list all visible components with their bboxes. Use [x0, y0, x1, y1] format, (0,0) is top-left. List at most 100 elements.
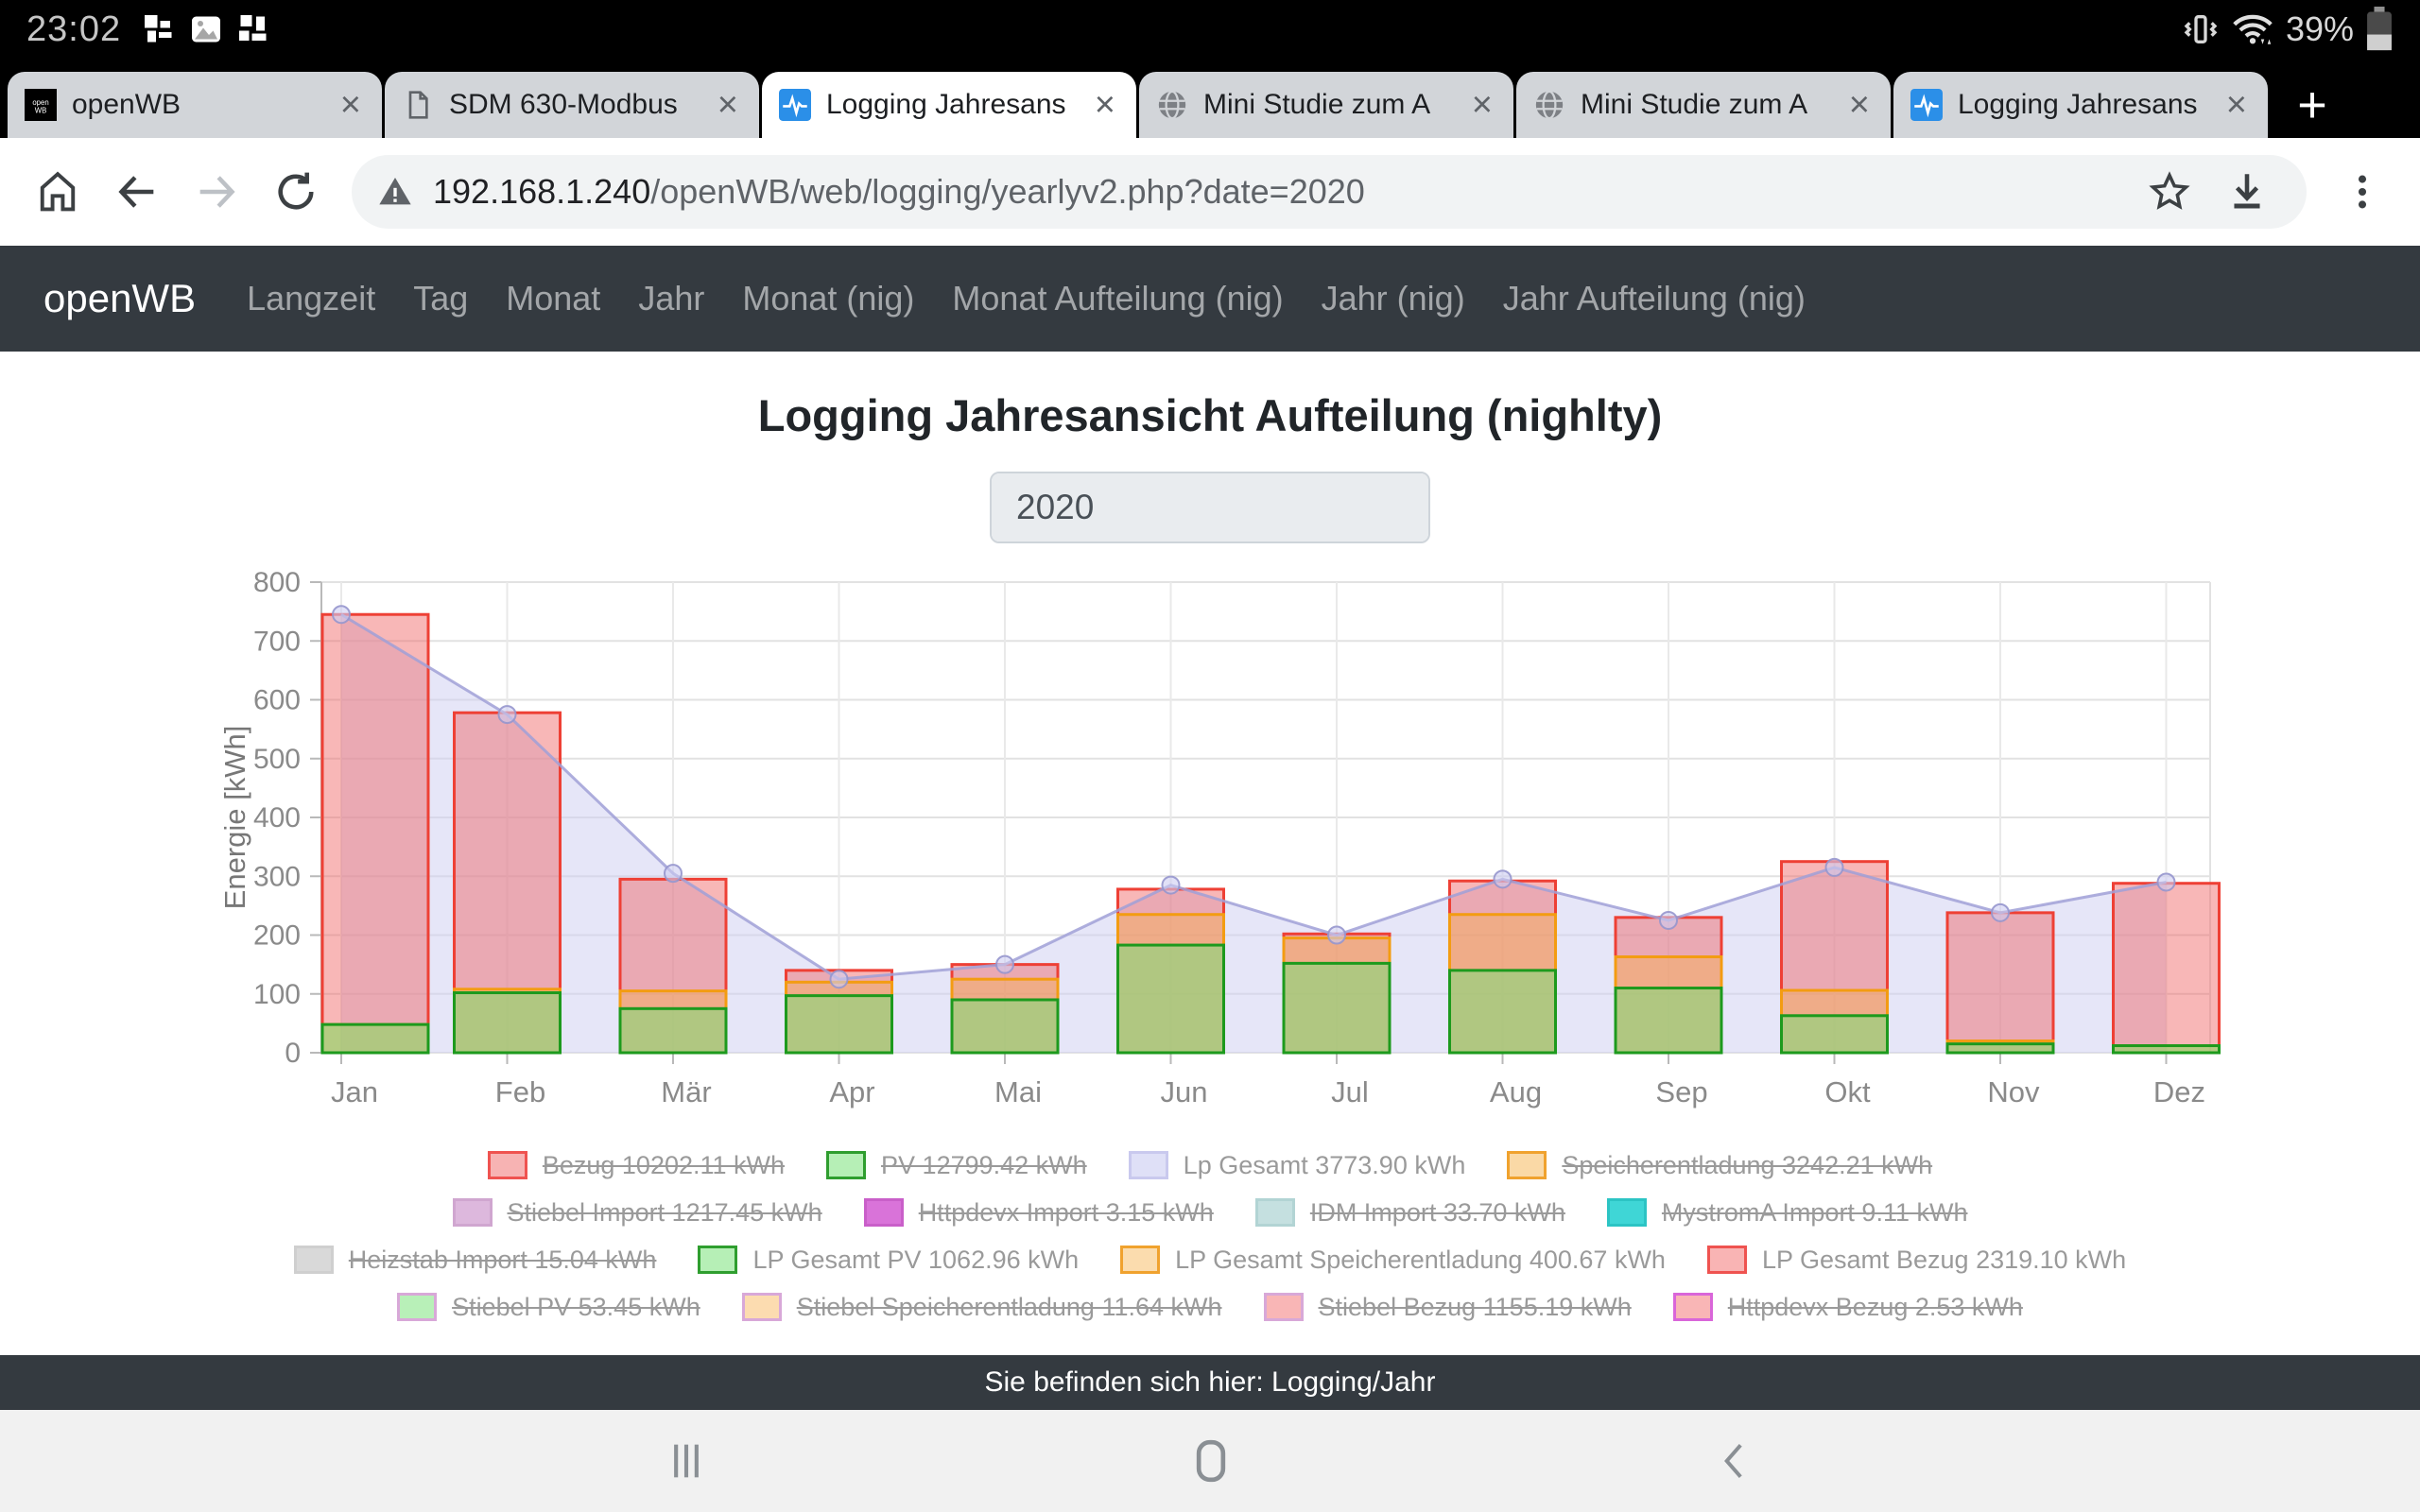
svg-text:400: 400 — [253, 802, 301, 833]
nav-link[interactable]: Jahr Aufteilung (nig) — [1502, 279, 1806, 318]
legend-item[interactable]: LP Gesamt Speicherentladung 400.67 kWh — [1120, 1246, 1666, 1275]
reload-button[interactable] — [261, 157, 331, 227]
tab-title: Mini Studie zum A — [1581, 89, 1808, 120]
tab-close-icon[interactable]: × — [1094, 85, 1115, 125]
bookmark-star-icon[interactable] — [2135, 157, 2204, 227]
home-button[interactable] — [23, 157, 93, 227]
nav-links: Langzeit Tag Monat Jahr Monat (nig) Monat Auf… — [247, 279, 1806, 318]
legend-label: Stiebel Speicherentladung 11.64 kWh — [796, 1292, 1222, 1321]
browser-tab-1[interactable]: SDM 630-Modbus × — [385, 72, 759, 138]
legend-item[interactable]: MystromA Import 9.11 kWh — [1606, 1197, 1968, 1228]
legend-item[interactable]: Stiebel Speicherentladung 11.64 kWh — [741, 1292, 1222, 1322]
svg-text:Mai: Mai — [994, 1075, 1042, 1108]
svg-text:300: 300 — [253, 861, 301, 892]
svg-text:0: 0 — [285, 1038, 301, 1069]
tab-close-icon[interactable]: × — [717, 85, 738, 125]
energy-chart-canvas[interactable]: 0 100 200 300 400 500 600 700 800 Jan Feb Mär Apr Mai… — [213, 567, 2255, 1135]
legend-label: Speicherentladung 3242.21 kWh — [1562, 1150, 1933, 1179]
home-button-android[interactable] — [1184, 1435, 1237, 1487]
legend-swatch — [826, 1151, 867, 1179]
nav-link[interactable]: Jahr — [638, 279, 705, 318]
tab-close-icon[interactable]: × — [339, 85, 361, 125]
browser-tab-3[interactable]: Mini Studie zum A × — [1139, 72, 1513, 138]
nav-link[interactable]: Monat Aufteilung (nig) — [952, 279, 1284, 318]
nav-link[interactable]: Monat (nig) — [742, 279, 915, 318]
browser-tab-2[interactable]: Logging Jahresans × — [762, 72, 1136, 138]
legend-item[interactable]: Httpdevx Import 3.15 kWh — [863, 1198, 1214, 1228]
tab-close-icon[interactable]: × — [2225, 85, 2247, 125]
nav-link[interactable]: Tag — [413, 279, 469, 318]
legend-swatch — [1507, 1151, 1547, 1179]
new-tab-button[interactable]: + — [2297, 77, 2327, 133]
vibrate-icon — [2184, 15, 2218, 43]
legend-swatch — [863, 1198, 904, 1227]
legend-label: PV 12799.42 kWh — [881, 1150, 1087, 1179]
legend-label: Lp Gesamt 3773.90 kWh — [1183, 1150, 1466, 1179]
legend-item[interactable]: Stiebel Bezug 1155.19 kWh — [1263, 1293, 1632, 1322]
tab-title: Mini Studie zum A — [1203, 89, 1431, 120]
svg-text:Jun: Jun — [1161, 1075, 1208, 1108]
legend-swatch — [1706, 1246, 1747, 1274]
notification-icons — [142, 12, 270, 46]
browser-tab-4[interactable]: Mini Studie zum A × — [1516, 72, 1891, 138]
svg-text:700: 700 — [253, 626, 301, 657]
browser-tab-5[interactable]: Logging Jahresans × — [1893, 72, 2268, 138]
legend-swatch — [1606, 1198, 1647, 1227]
not-secure-warning-icon[interactable] — [376, 173, 414, 211]
svg-text:Energie [kWh]: Energie [kWh] — [218, 726, 251, 910]
back-button[interactable] — [102, 157, 172, 227]
legend-swatch — [1120, 1246, 1161, 1274]
legend-item[interactable]: IDM Import 33.70 kWh — [1254, 1197, 1565, 1228]
browser-tab-0[interactable]: open WB openWB × — [8, 72, 382, 138]
legend-item[interactable]: Speicherentladung 3242.21 kWh — [1507, 1151, 1932, 1180]
url-bar[interactable]: 192.168.1.240/openWB/web/logging/yearlyv… — [352, 155, 2307, 229]
svg-text:Feb: Feb — [495, 1075, 545, 1108]
energy-chart: 0 100 200 300 400 500 600 700 800 Jan Feb Mär Apr Mai… — [213, 567, 2420, 1140]
url-text[interactable]: 192.168.1.240/openWB/web/logging/yearlyv… — [433, 172, 2135, 212]
forward-button[interactable] — [182, 157, 251, 227]
browser-menu-icon[interactable] — [2327, 157, 2397, 227]
tab-close-icon[interactable]: × — [1471, 85, 1493, 125]
svg-text:Aug: Aug — [1490, 1075, 1542, 1108]
legend-swatch — [293, 1246, 334, 1274]
breadcrumb: Sie befinden sich hier: Logging/Jahr — [984, 1366, 1436, 1398]
tab-close-icon[interactable]: × — [1848, 85, 1870, 125]
legend-swatch — [1672, 1293, 1713, 1321]
wifi-icon — [2233, 14, 2273, 44]
legend-item[interactable]: Httpdevx Bezug 2.53 kWh — [1672, 1293, 2023, 1322]
nav-link[interactable]: Langzeit — [247, 279, 376, 318]
breadcrumb-bar: Sie befinden sich hier: Logging/Jahr — [0, 1355, 2420, 1410]
back-button-android[interactable] — [1711, 1437, 1758, 1485]
browser-toolbar: 192.168.1.240/openWB/web/logging/yearlyv… — [0, 138, 2420, 246]
chart-legend: Bezug 10202.11 kWh PV 12799.42 kWh Lp Ge… — [0, 1142, 2420, 1331]
legend-item[interactable]: Lp Gesamt 3773.90 kWh — [1128, 1150, 1466, 1180]
legend-label: Stiebel PV 53.45 kWh — [452, 1292, 700, 1321]
legend-item[interactable]: PV 12799.42 kWh — [826, 1151, 1087, 1180]
site-brand[interactable]: openWB — [43, 276, 197, 320]
nav-link[interactable]: Jahr (nig) — [1321, 279, 1465, 318]
legend-label: IDM Import 33.70 kWh — [1309, 1197, 1565, 1227]
legend-item[interactable]: LP Gesamt Bezug 2319.10 kWh — [1706, 1246, 2126, 1275]
legend-item[interactable]: LP Gesamt PV 1062.96 kWh — [698, 1246, 1079, 1275]
tab-title: Logging Jahresans — [1958, 89, 2198, 120]
tab-title: SDM 630-Modbus — [449, 89, 678, 120]
legend-row: Heizstab Import 15.04 kWh LP Gesamt PV 1… — [0, 1236, 2420, 1283]
legend-item[interactable]: Heizstab Import 15.04 kWh — [293, 1246, 656, 1275]
download-icon[interactable] — [2212, 157, 2282, 227]
svg-text:Jan: Jan — [331, 1075, 378, 1108]
app-notification-icon — [239, 15, 267, 41]
tab-title: Logging Jahresans — [826, 89, 1066, 120]
svg-text:Nov: Nov — [1987, 1075, 2040, 1108]
legend-item[interactable]: Bezug 10202.11 kWh — [487, 1151, 785, 1180]
legend-item[interactable]: Stiebel Import 1217.45 kWh — [452, 1198, 822, 1228]
svg-text:WB: WB — [35, 107, 47, 115]
legend-item[interactable]: Stiebel PV 53.45 kWh — [397, 1293, 700, 1322]
legend-swatch — [698, 1246, 738, 1274]
legend-label: MystromA Import 9.11 kWh — [1661, 1197, 1968, 1227]
pulse-icon — [779, 89, 811, 121]
year-input[interactable] — [992, 473, 1428, 541]
nav-link[interactable]: Monat — [506, 279, 601, 318]
recent-apps-button[interactable] — [662, 1436, 711, 1486]
svg-text:600: 600 — [253, 685, 301, 716]
